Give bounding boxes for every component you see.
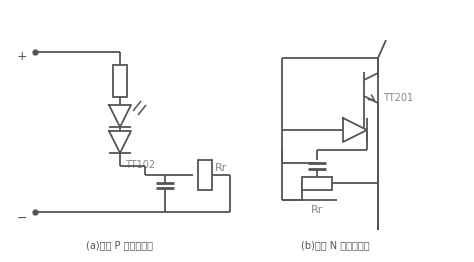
- Text: Rr: Rr: [311, 205, 323, 215]
- Text: Rr: Rr: [215, 163, 228, 173]
- Bar: [302, 177, 332, 189]
- Text: TT102: TT102: [125, 160, 155, 170]
- Text: (a)采用 P 型热品闸管: (a)采用 P 型热品闸管: [86, 240, 154, 250]
- Polygon shape: [109, 131, 131, 153]
- Polygon shape: [109, 105, 131, 127]
- Text: TT201: TT201: [383, 93, 413, 103]
- Bar: [113, 65, 127, 97]
- Polygon shape: [343, 118, 367, 142]
- Text: +: +: [17, 51, 27, 63]
- Text: (b)采用 N 型热敏闸管: (b)采用 N 型热敏闸管: [301, 240, 369, 250]
- Bar: [198, 160, 212, 190]
- Text: −: −: [17, 211, 27, 225]
